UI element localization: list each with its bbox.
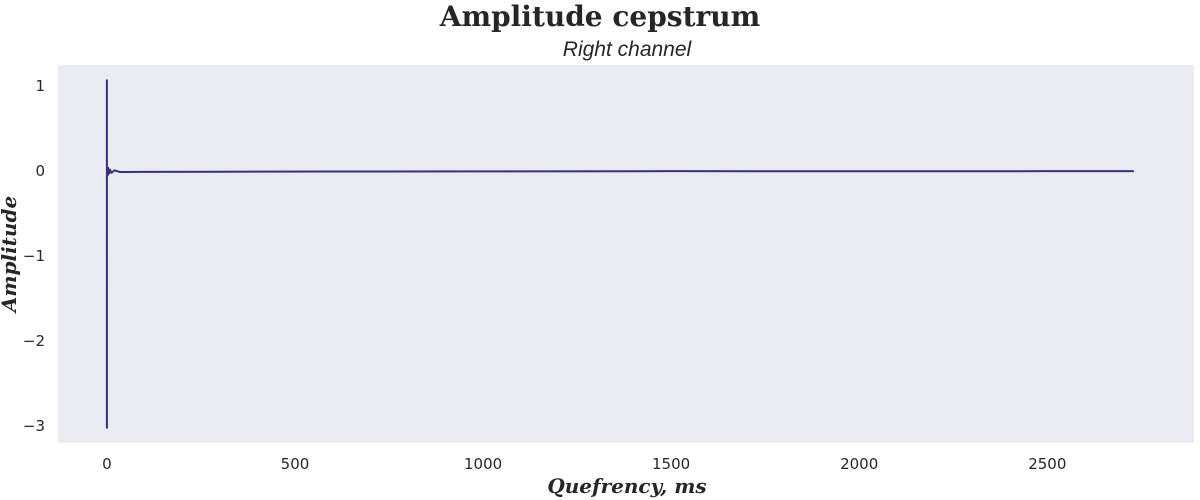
y-tick-label: 0: [35, 162, 45, 180]
series-layer: [105, 79, 1134, 429]
chart-title: Amplitude cepstrum: [439, 0, 761, 33]
y-tick-label: 1: [35, 77, 45, 95]
x-tick-label: 2000: [840, 455, 878, 473]
series-line-0: [105, 79, 1134, 429]
x-tick-label: 1500: [652, 455, 690, 473]
chart-subtitle: Right channel: [563, 38, 693, 61]
x-axis-label: Quefrency, ms: [547, 474, 706, 498]
x-tick-label: 1000: [464, 455, 502, 473]
y-tick-label: −3: [23, 417, 45, 435]
x-tick-label: 0: [102, 455, 112, 473]
y-axis-label: Amplitude: [0, 196, 21, 314]
y-tick-label: −1: [23, 247, 45, 265]
x-axis-ticks: 0 500 1000 1500 2000 2500: [102, 455, 1066, 473]
plot-area: [58, 65, 1194, 443]
y-tick-label: −2: [23, 332, 45, 350]
x-tick-label: 2500: [1028, 455, 1066, 473]
y-axis-ticks: 1 0 −1 −2 −3: [23, 77, 45, 435]
x-tick-label: 500: [281, 455, 310, 473]
